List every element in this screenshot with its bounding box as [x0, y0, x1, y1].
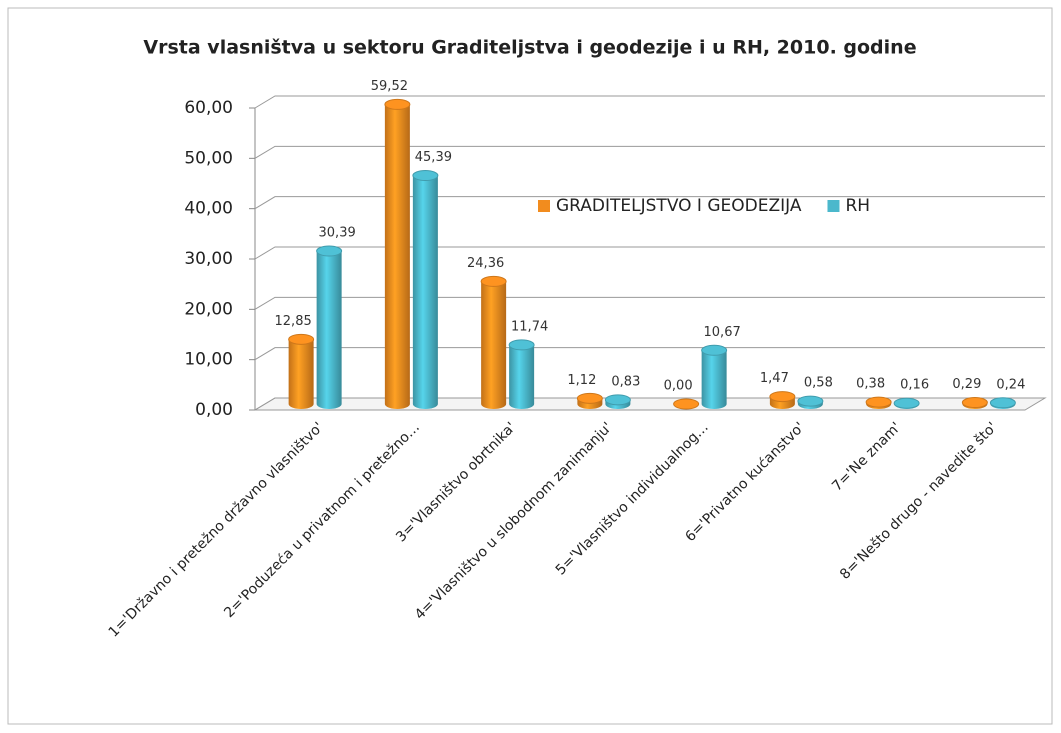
value-label: 12,85: [275, 314, 312, 329]
legend-label: GRADITELJSTVO I GEODEZIJA: [556, 196, 802, 216]
y-tick-label: 0,00: [195, 400, 233, 420]
bar-top: [576, 392, 603, 404]
bar-top: [701, 344, 728, 356]
bar-top: [893, 397, 920, 409]
grid-line: [254, 296, 1045, 310]
bar: [384, 104, 410, 409]
bar: [288, 339, 314, 409]
bar-top: [961, 397, 988, 409]
bar-top: [673, 398, 700, 410]
value-label: 1,47: [760, 371, 789, 386]
grid-line: [254, 246, 1045, 260]
bar: [412, 175, 438, 409]
bar-top: [797, 395, 824, 407]
legend-label: RH: [845, 196, 870, 216]
y-tick-label: 10,00: [184, 350, 233, 370]
grid-line: [254, 145, 1045, 159]
value-label: 10,67: [704, 325, 741, 340]
value-label: 0,83: [611, 374, 640, 389]
bar: [316, 251, 342, 409]
floor: [253, 397, 1047, 411]
chart-title: Vrsta vlasništva u sektoru Graditeljstva…: [143, 37, 916, 59]
value-label: 59,52: [371, 79, 408, 94]
bar-top: [508, 339, 535, 351]
grid-line: [254, 95, 1045, 109]
bar-top: [989, 397, 1016, 409]
grid-line: [254, 196, 1045, 210]
bar: [509, 344, 535, 409]
legend-swatch: [827, 200, 840, 212]
value-label: 0,29: [952, 377, 981, 392]
value-label: 24,36: [467, 256, 504, 271]
bar-top: [412, 170, 439, 182]
bar-top: [604, 394, 631, 406]
bar-top: [480, 275, 507, 287]
grid-line: [254, 347, 1045, 361]
legend-swatch: [538, 200, 550, 212]
value-label: 45,39: [415, 150, 452, 165]
value-label: 0,38: [856, 377, 885, 392]
bar-top: [384, 98, 411, 110]
y-tick-label: 20,00: [184, 299, 233, 319]
bar-top: [316, 245, 343, 257]
bar: [481, 281, 507, 409]
bar-top: [769, 391, 796, 403]
value-label: 0,58: [804, 376, 833, 391]
value-label: 0,24: [996, 377, 1025, 392]
y-tick-label: 60,00: [184, 98, 233, 118]
y-tick-label: 50,00: [184, 148, 233, 168]
value-label: 11,74: [511, 319, 548, 334]
y-tick-label: 30,00: [184, 249, 233, 269]
y-tick-label: 40,00: [184, 199, 233, 219]
value-label: 30,39: [319, 226, 356, 241]
bar: [701, 350, 727, 409]
value-label: 0,00: [664, 379, 693, 394]
value-label: 1,12: [567, 373, 596, 388]
bar-top: [865, 396, 892, 408]
value-label: 0,16: [900, 378, 929, 393]
bar-top: [288, 333, 315, 345]
